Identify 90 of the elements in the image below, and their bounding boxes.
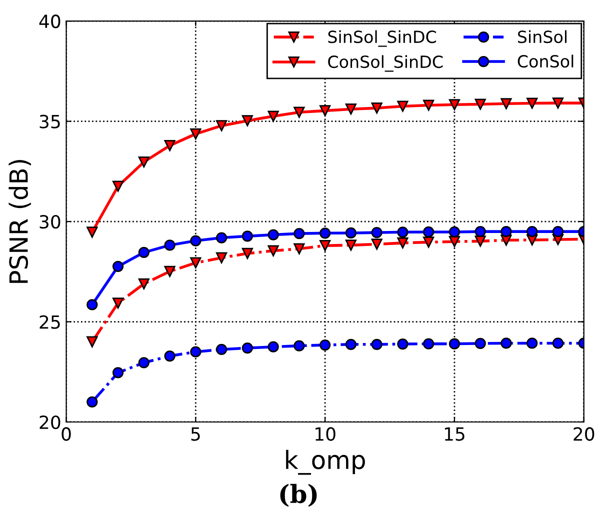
point <box>397 226 408 238</box>
point <box>423 226 434 238</box>
legend-label: SinSol_SinDC <box>328 30 436 47</box>
y-axis-title: PSNR (dB) <box>8 160 31 283</box>
point <box>526 338 538 349</box>
point <box>371 227 382 238</box>
point <box>242 342 253 354</box>
x-tick-label: 15 <box>444 427 464 441</box>
point <box>164 240 176 251</box>
point <box>474 226 486 238</box>
point <box>371 238 382 250</box>
point <box>242 248 253 259</box>
point <box>345 227 356 239</box>
point <box>397 338 408 350</box>
legend-label: ConSol <box>518 54 574 68</box>
point <box>552 226 564 238</box>
point <box>216 344 228 355</box>
point <box>345 104 356 115</box>
point <box>86 396 98 408</box>
x-tick-label: 5 <box>191 427 200 441</box>
point <box>526 226 538 238</box>
point <box>216 120 228 132</box>
y-tick-label: 30 <box>40 214 60 229</box>
point <box>345 240 356 251</box>
y-tick-label: 25 <box>40 315 60 329</box>
point <box>526 98 538 109</box>
point <box>500 338 512 349</box>
text: (b) <box>280 484 317 507</box>
point <box>112 298 124 309</box>
point <box>112 367 124 378</box>
x-axis-title: k_omp <box>286 450 365 475</box>
point <box>190 346 202 358</box>
point <box>423 100 434 111</box>
point <box>164 266 176 278</box>
point <box>164 350 176 362</box>
point <box>423 236 434 248</box>
point <box>138 278 150 290</box>
point <box>448 226 460 238</box>
point <box>448 99 460 110</box>
point <box>320 228 331 239</box>
point <box>164 140 176 152</box>
point <box>423 338 434 350</box>
point <box>474 98 486 110</box>
point <box>86 226 98 238</box>
x-tick-label: 20 <box>574 427 594 441</box>
point <box>294 243 305 254</box>
point <box>86 299 98 310</box>
point <box>242 230 253 242</box>
point <box>112 180 124 192</box>
x-tick-label: 10 <box>316 427 336 441</box>
point <box>552 338 564 349</box>
y-tick-label: 20 <box>40 415 60 430</box>
y-tick-label: 40 <box>39 14 60 28</box>
point <box>138 246 150 258</box>
point <box>448 236 460 248</box>
point <box>320 240 331 252</box>
point <box>138 156 150 168</box>
point <box>216 232 228 244</box>
point <box>371 102 382 114</box>
legend-label: SinSol <box>518 30 567 44</box>
y-tick-label: 35 <box>40 114 60 128</box>
point <box>268 341 279 352</box>
point <box>345 338 356 350</box>
point <box>397 237 408 249</box>
point <box>294 106 305 118</box>
point <box>190 257 202 268</box>
point <box>474 236 486 247</box>
point <box>112 260 124 272</box>
point <box>268 110 279 122</box>
point <box>320 339 331 351</box>
legend-label: ConSol_SinDC <box>328 55 443 72</box>
point <box>86 336 98 348</box>
point <box>474 338 486 349</box>
point <box>268 229 279 240</box>
x-tick-label: 0 <box>62 427 71 441</box>
point <box>371 338 382 350</box>
point <box>397 100 408 112</box>
point <box>320 105 331 116</box>
point <box>552 98 564 109</box>
point <box>190 128 202 140</box>
point <box>448 338 460 350</box>
point <box>268 245 279 256</box>
point <box>500 226 512 238</box>
point <box>294 228 305 240</box>
point <box>242 115 253 126</box>
point <box>138 357 150 368</box>
point <box>190 235 202 246</box>
point <box>294 340 305 352</box>
point <box>500 98 512 110</box>
point <box>216 252 228 264</box>
